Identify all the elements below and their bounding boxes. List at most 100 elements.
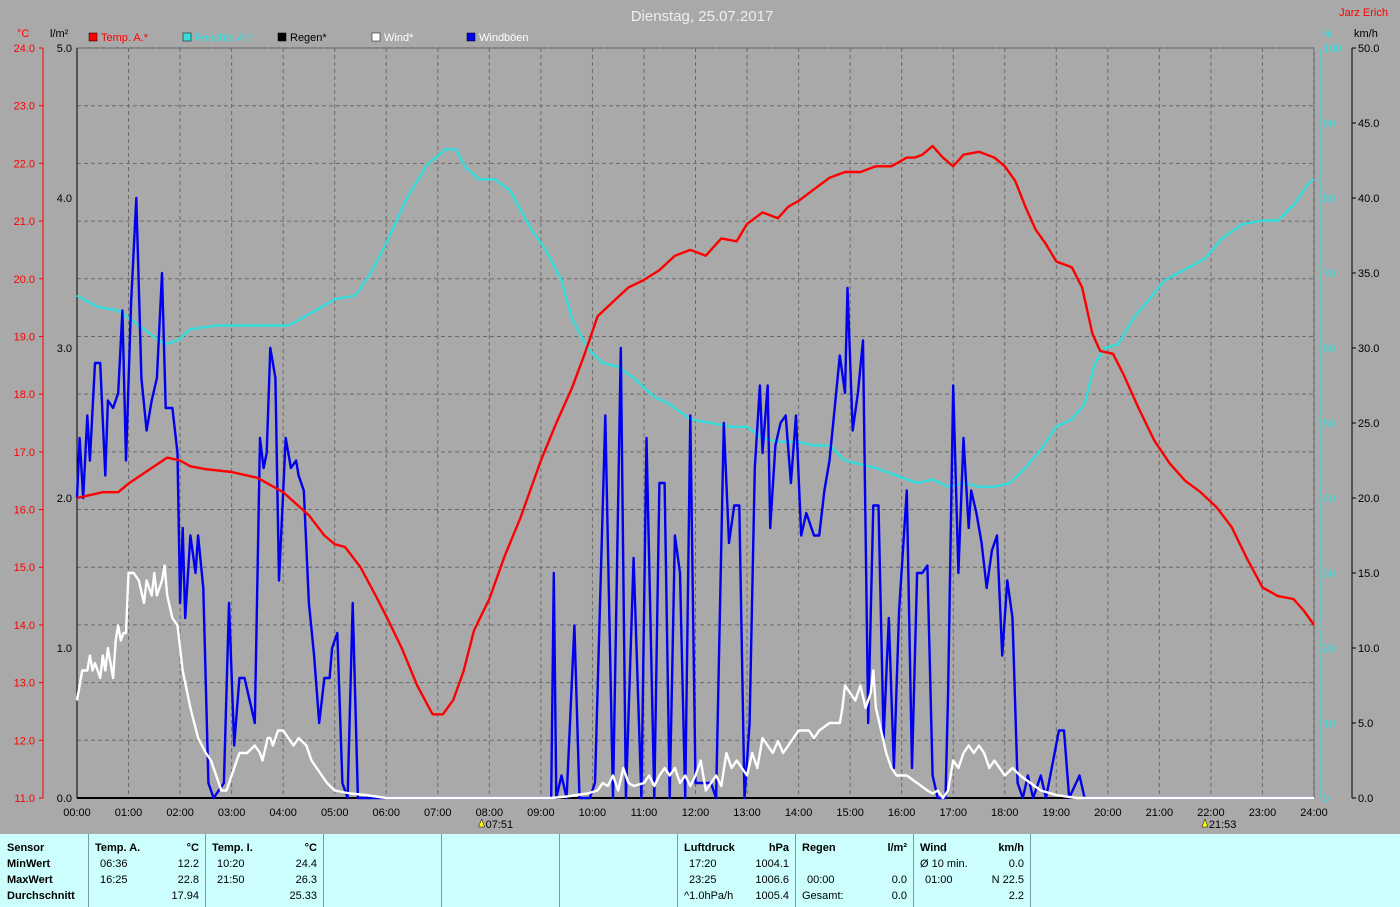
wind-tick-label: 0.0 <box>1358 793 1373 805</box>
time-tick-label: 04:00 <box>269 807 297 819</box>
temp-tick-label: 12.0 <box>14 735 35 747</box>
temp-tick-label: 18.0 <box>14 389 35 401</box>
time-tick-label: 16:00 <box>888 807 916 819</box>
rain-total: 0.0 <box>891 890 907 902</box>
stats-col-labels: Sensor MinWert MaxWert Durchschnitt <box>0 834 89 907</box>
wind-tick-label: 5.0 <box>1358 718 1373 730</box>
stats-col-empty-1 <box>324 834 442 907</box>
time-tick-label: 13:00 <box>733 807 761 819</box>
legend-swatch <box>466 32 476 42</box>
series-line-tempa <box>76 144 1315 716</box>
humidity-tick-label: 90 <box>1323 118 1335 130</box>
sun-markers: 07:51 21:53 <box>478 818 1237 831</box>
legend-label: Feuchte A.* <box>195 32 253 44</box>
temp-a-avg: 17.94 <box>171 890 199 902</box>
time-tick-label: 17:00 <box>939 807 967 819</box>
time-tick-label: 24:00 <box>1300 807 1328 819</box>
humidity-tick-label: 70 <box>1323 268 1335 280</box>
series-line-wind <box>75 564 1314 800</box>
sunset-icon <box>1201 818 1209 828</box>
wind-tick-label: 50.0 <box>1358 43 1379 55</box>
author-label: Jarz Erich <box>1339 7 1388 19</box>
temp-tick-label: 23.0 <box>14 101 35 113</box>
wind-avg-label: Ø 10 min. <box>920 858 968 870</box>
sunrise-label: 07:51 <box>486 819 514 831</box>
stats-col-temp-i: Temp. I. °C 10:20 24.4 21:50 26.3 25.33 <box>206 834 324 907</box>
wind-title: Wind <box>920 842 947 854</box>
temp-i-min: 24.4 <box>295 858 317 870</box>
axis-labels: 24.0 23.0 22.0 21.0 20.0 19.0 18.0 17.0 16.0 15.0… <box>14 43 1380 819</box>
temp-tick-label: 14.0 <box>14 620 35 632</box>
temp-tick-label: 24.0 <box>14 43 35 55</box>
time-tick-label: 02:00 <box>166 807 194 819</box>
time-tick-label: 23:00 <box>1249 807 1277 819</box>
rain-title: Regen <box>802 842 836 854</box>
stats-col-temp-a: Temp. A. °C 06:36 12.2 16:25 22.8 17.94 <box>89 834 206 907</box>
temp-i-title: Temp. I. <box>212 842 253 854</box>
wind-tick-label: 45.0 <box>1358 118 1379 130</box>
wind-tick-label: 30.0 <box>1358 343 1379 355</box>
pressure-max-time: 23:25 <box>689 874 717 886</box>
chart-title: Dienstag, 25.07.2017 <box>631 8 774 25</box>
pressure-trend-value: 1005.4 <box>755 890 789 902</box>
humidity-tick-label: 100 <box>1323 43 1341 55</box>
time-tick-label: 00:00 <box>63 807 91 819</box>
humidity-tick-label: 20 <box>1323 643 1335 655</box>
wind-avg: 0.0 <box>1008 858 1024 870</box>
temp-i-max-time: 21:50 <box>217 874 245 886</box>
time-tick-label: 19:00 <box>1043 807 1071 819</box>
sunset-label: 21:53 <box>1209 819 1237 831</box>
temp-a-max: 22.8 <box>177 874 199 886</box>
maxwert-label: MaxWert <box>7 874 53 886</box>
legend-swatch <box>88 32 98 42</box>
wind-tick-label: 40.0 <box>1358 193 1379 205</box>
humidity-tick-label: 80 <box>1323 193 1335 205</box>
rain-tick-label: 0.0 <box>57 793 72 805</box>
temp-tick-label: 15.0 <box>14 562 35 574</box>
time-tick-label: 10:00 <box>579 807 607 819</box>
time-tick-label: 08:00 <box>476 807 504 819</box>
humidity-tick-label: 10 <box>1323 718 1335 730</box>
rain-tick-label: 1.0 <box>57 643 72 655</box>
time-tick-label: 15:00 <box>836 807 864 819</box>
wind-tick-label: 35.0 <box>1358 268 1379 280</box>
time-tick-label: 14:00 <box>785 807 813 819</box>
rain-total-label: Gesamt: <box>802 890 844 902</box>
temp-i-avg: 25.33 <box>289 890 317 902</box>
time-tick-label: 07:00 <box>424 807 452 819</box>
time-tick-label: 11:00 <box>631 807 658 819</box>
pressure-max: 1006.6 <box>755 874 789 886</box>
temp-a-unit: °C <box>186 842 199 854</box>
time-tick-label: 22:00 <box>1197 807 1225 819</box>
wind-max-time: 01:00 <box>925 874 953 886</box>
legend-label: Windböen <box>479 32 529 44</box>
humidity-axis-unit: % <box>1322 28 1332 40</box>
stats-col-pressure: Luftdruck hPa 17:20 1004.1 23:25 1006.6 … <box>678 834 796 907</box>
rain-tick-label: 4.0 <box>57 193 72 205</box>
pressure-title: Luftdruck <box>684 842 735 854</box>
temp-i-min-time: 10:20 <box>217 858 245 870</box>
time-tick-label: 20:00 <box>1094 807 1122 819</box>
legend: Temp. A.* Feuchte A.* Regen* Wind* Windböen <box>88 32 529 44</box>
wind-tick-label: 10.0 <box>1358 643 1379 655</box>
time-tick-label: 21:00 <box>1146 807 1174 819</box>
time-tick-label: 12:00 <box>682 807 710 819</box>
wind-axis-unit: km/h <box>1354 28 1378 40</box>
sunrise-icon <box>478 818 485 828</box>
temp-i-unit: °C <box>304 842 317 854</box>
legend-swatch <box>371 32 381 42</box>
temp-a-min: 12.2 <box>177 858 199 870</box>
wind-unit: km/h <box>998 842 1024 854</box>
legend-label: Temp. A.* <box>101 32 149 44</box>
sensor-label: Sensor <box>7 842 45 854</box>
rain-max: 0.0 <box>891 874 907 886</box>
weather-chart: Dienstag, 25.07.2017 Jarz Erich Temp. A.… <box>13 7 1388 831</box>
time-tick-label: 06:00 <box>372 807 400 819</box>
legend-label: Wind* <box>384 32 414 44</box>
temp-tick-label: 19.0 <box>14 331 35 343</box>
stats-panel: Sensor MinWert MaxWert Durchschnitt Temp… <box>0 834 1400 907</box>
temp-tick-label: 17.0 <box>14 447 35 459</box>
pressure-min-time: 17:20 <box>689 858 717 870</box>
legend-label: Regen* <box>290 32 327 44</box>
wind-max: N 22.5 <box>991 874 1024 886</box>
